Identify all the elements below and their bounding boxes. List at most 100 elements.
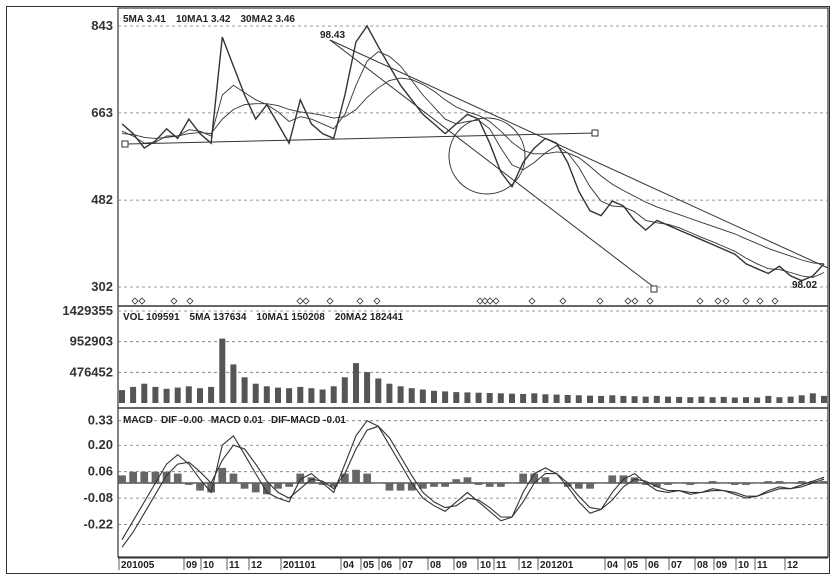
volume-bar xyxy=(821,395,827,403)
signal-marker xyxy=(714,297,722,305)
price-header-label: 5MA 3.41 xyxy=(123,14,166,25)
x-tick-label: 05 xyxy=(363,560,375,571)
x-tick-label: 09 xyxy=(456,560,468,571)
trend-line xyxy=(329,39,656,289)
x-tick-label: 09 xyxy=(186,560,198,571)
macd-histogram-bar xyxy=(285,483,293,487)
volume-bar xyxy=(252,383,259,403)
price-annotation: 98.02 xyxy=(792,280,817,291)
y-tick-label: -0.22 xyxy=(83,517,113,532)
volume-bar xyxy=(185,386,192,403)
signal-marker xyxy=(771,297,779,305)
macd-series-line xyxy=(121,420,825,540)
y-tick-label: 476452 xyxy=(70,364,113,379)
volume-bar xyxy=(720,396,727,403)
signal-marker xyxy=(492,297,500,305)
volume-bar xyxy=(442,391,449,403)
trend-line-handle xyxy=(650,285,658,293)
macd-histogram-bar xyxy=(731,483,739,485)
macd-histogram-bar xyxy=(697,483,706,484)
volume-bar xyxy=(542,394,549,403)
signal-marker xyxy=(742,297,750,305)
volume-bar xyxy=(330,386,337,403)
x-tick-label: 11 xyxy=(229,560,240,571)
volume-header-label: 20MA2 182441 xyxy=(335,312,404,323)
macd-histogram-bar xyxy=(196,483,204,491)
volume-bar xyxy=(698,396,705,403)
y-tick-label: 482 xyxy=(91,192,113,207)
volume-bar xyxy=(676,396,683,403)
macd-histogram-bar xyxy=(586,483,594,489)
price-series-line xyxy=(121,77,825,265)
volume-bar xyxy=(564,395,571,403)
macd-histogram-bar xyxy=(708,481,717,483)
macd-histogram-bar xyxy=(552,483,561,484)
highlight-circle xyxy=(448,117,526,195)
macd-histogram-bar xyxy=(385,483,394,491)
x-tick-label: 09 xyxy=(716,560,728,571)
volume-bar xyxy=(364,372,371,403)
volume-bar xyxy=(731,397,738,403)
macd-histogram-bar xyxy=(263,483,271,495)
signal-marker xyxy=(131,297,139,305)
macd-histogram-bar xyxy=(664,483,672,485)
macd-header-label: DIF -0.00 xyxy=(161,415,203,426)
volume-bar xyxy=(275,387,281,403)
signal-marker xyxy=(476,297,484,305)
signal-marker xyxy=(696,297,704,305)
volume-bar xyxy=(408,388,415,403)
macd-histogram-bar xyxy=(764,481,773,483)
macd-histogram-bar xyxy=(162,471,171,483)
x-tick-label: 10 xyxy=(203,560,215,571)
volume-bar xyxy=(486,393,493,403)
x-tick-label: 04 xyxy=(607,560,619,571)
signal-marker xyxy=(302,297,310,305)
volume-bar xyxy=(587,395,593,403)
volume-bar xyxy=(397,386,404,403)
volume-bar xyxy=(353,363,359,403)
macd-histogram-bar xyxy=(441,483,449,487)
macd-histogram-bar xyxy=(118,475,126,483)
volume-bar xyxy=(308,388,315,403)
volume-bar xyxy=(743,397,749,403)
volume-header-label: 10MA1 150208 xyxy=(256,312,325,323)
volume-bar xyxy=(631,396,638,403)
volume-bar xyxy=(230,364,237,403)
volume-bar xyxy=(687,397,694,403)
volume-bar xyxy=(386,383,393,403)
y-tick-label: 0.06 xyxy=(88,464,113,479)
signal-marker xyxy=(486,297,494,305)
support-line-handle xyxy=(591,129,599,137)
volume-bar xyxy=(809,393,816,403)
x-tick-label: 11 xyxy=(757,560,768,571)
macd-histogram-bar xyxy=(185,483,193,485)
y-tick-label: 302 xyxy=(91,279,113,294)
volume-bar xyxy=(776,397,783,403)
price-annotation: 98.43 xyxy=(320,30,345,41)
x-tick-label: 201101 xyxy=(283,560,316,571)
macd-histogram-bar xyxy=(329,483,338,487)
macd-histogram-bar xyxy=(742,483,750,485)
macd-histogram-bar xyxy=(318,483,327,485)
macd-histogram-bar xyxy=(575,483,583,489)
signal-marker xyxy=(528,297,536,305)
volume-bar xyxy=(130,386,137,403)
x-tick-label: 05 xyxy=(627,560,639,571)
y-tick-label: -0.08 xyxy=(83,490,113,505)
y-tick-label: 0.20 xyxy=(88,437,113,452)
volume-bar xyxy=(475,392,482,403)
signal-marker xyxy=(596,297,604,305)
volume-bar xyxy=(286,388,293,403)
volume-bar xyxy=(174,387,181,403)
volume-bar xyxy=(219,338,226,403)
x-tick-label: 08 xyxy=(430,560,442,571)
macd-histogram-bar xyxy=(675,483,683,484)
volume-bar xyxy=(152,386,159,403)
x-tick-label: 201005 xyxy=(121,560,155,571)
signal-marker xyxy=(559,297,567,305)
volume-bar xyxy=(263,386,270,403)
volume-bar xyxy=(553,394,560,403)
macd-series-line xyxy=(121,425,825,548)
volume-bar xyxy=(798,395,805,403)
